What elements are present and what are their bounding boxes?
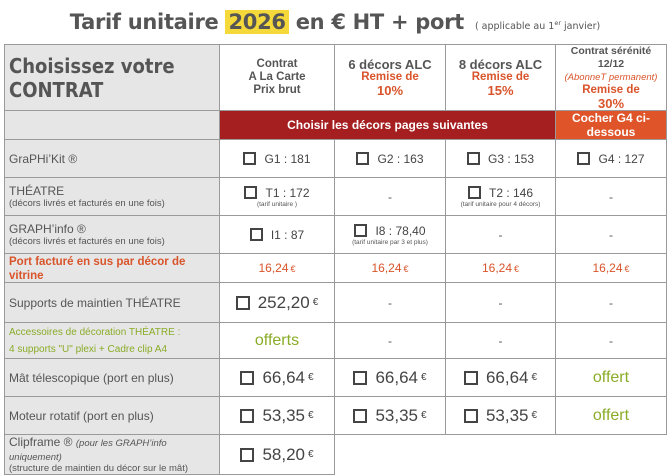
checkbox-t1[interactable] <box>244 186 258 200</box>
checkbox-g2[interactable] <box>356 152 370 166</box>
table-row-graphinfo: GRAPH’info ® (décors livrés et facturés e… <box>4 215 667 254</box>
checkbox-g1[interactable] <box>243 152 257 166</box>
checkbox-g4[interactable] <box>577 152 591 166</box>
checkbox-g3[interactable] <box>466 152 480 166</box>
checkbox-i1[interactable] <box>249 228 263 242</box>
banner-row: Choisir les décors pages suivantes Coche… <box>4 110 667 140</box>
row-label: GraPHi’Kit ® <box>9 151 78 166</box>
page-header: Tarif unitaire 2026 en € HT + port ( app… <box>0 0 670 42</box>
checkbox-supports[interactable] <box>235 295 250 310</box>
row-label: Moteur rotatif (port en plus) <box>9 408 154 423</box>
check-g4-banner: Cocher G4 ci-dessous <box>555 110 667 140</box>
table-row-port: Port facturé en sus par décor de vitrine… <box>4 253 667 283</box>
row-label: Port facturé en sus par décor de vitrine <box>9 256 186 282</box>
row-label: Supports de maintien THÉATRE <box>9 295 181 310</box>
empty-area <box>334 434 667 475</box>
page-title: Tarif unitaire 2026 en € HT + port ( app… <box>70 10 600 34</box>
col-header-serenite: Contrat sérénité 12/12 (AbonneT permanen… <box>555 44 667 111</box>
title-suffix: en € HT + port <box>295 10 465 34</box>
row-label: Mât télescopique (port en plus) <box>9 370 174 385</box>
checkbox-t2[interactable] <box>467 186 481 200</box>
checkbox-moteur-3[interactable] <box>463 408 478 423</box>
table-row-clipframe: Clipframe ® (pour les GRAPH’info uniquem… <box>4 434 667 475</box>
checkbox-mat-2[interactable] <box>353 370 368 385</box>
title-year: 2026 <box>225 10 289 34</box>
row-label: Clipframe ® (pour les GRAPH’info uniquem… <box>9 435 167 463</box>
col-header-6-decors: 6 décors ALC Remise de 10% <box>334 44 446 111</box>
checkbox-i8[interactable] <box>354 224 368 238</box>
checkbox-mat-1[interactable] <box>240 370 255 385</box>
table-row-moteur: Moteur rotatif (port en plus) 53,35 € 53,… <box>4 396 667 435</box>
row-label: Accessoires de décoration THÉATRE :4 sup… <box>9 326 181 355</box>
table-title: Choisissez votre CONTRAT <box>4 44 220 111</box>
checkbox-moteur-2[interactable] <box>353 408 368 423</box>
applicability-note: ( applicable au 1er janvier) <box>474 18 601 32</box>
title-prefix: Tarif unitaire <box>69 10 219 34</box>
row-label: THÉATRE <box>9 184 65 198</box>
table-row-theatre: THÉATRE (décors livrés et facturés en une… <box>4 177 667 216</box>
col-header-8-decors: 8 décors ALC Remise de 15% <box>445 44 556 111</box>
row-label: GRAPH’info ® <box>9 222 86 236</box>
banner-spacer <box>4 110 220 140</box>
table-row-mat: Mât télescopique (port en plus) 66,64 € 6… <box>4 358 667 397</box>
checkbox-mat-3[interactable] <box>463 370 478 385</box>
pricing-table: Choisissez votre CONTRAT Contrat A La Ca… <box>4 44 667 475</box>
choose-decors-banner: Choisir les décors pages suivantes <box>219 110 556 140</box>
table-row-accessoires: Accessoires de décoration THÉATRE :4 sup… <box>4 322 667 359</box>
checkbox-moteur-1[interactable] <box>240 408 255 423</box>
checkbox-clipframe[interactable] <box>240 447 255 462</box>
contract-header-row: Choisissez votre CONTRAT Contrat A La Ca… <box>4 44 667 111</box>
table-row-supports: Supports de maintien THÉATRE 252,20 € - -… <box>4 282 667 323</box>
table-row-graphikit: GraPHi’Kit ® G1 : 181 G2 : 163 G3 : 153 … <box>4 139 667 178</box>
col-header-a-la-carte: Contrat A La Carte Prix brut <box>219 44 335 111</box>
